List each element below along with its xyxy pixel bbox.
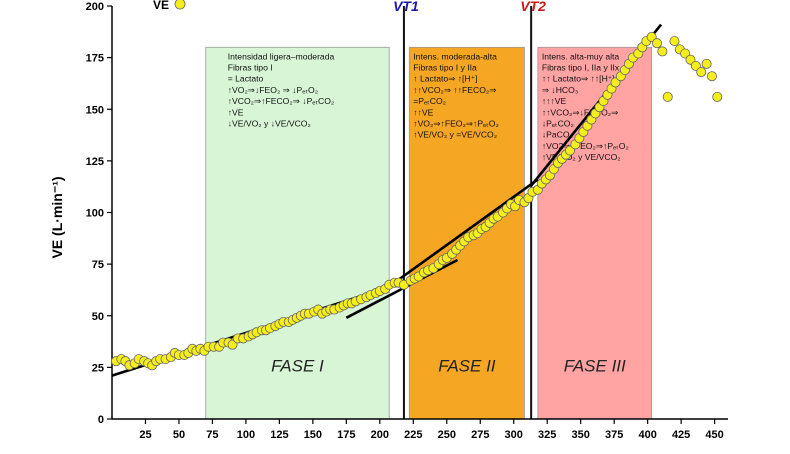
phase-note: ↑VCO₂⇒↑FECO₂⇒ ↓PₑₜCO₂: [228, 96, 335, 106]
ve-point: [657, 46, 668, 57]
phase-note: Intens. alta-muy alta: [542, 51, 620, 61]
phase-region-1: [205, 46, 390, 420]
x-tick-label: 100: [237, 429, 255, 441]
phase-note: Fibras tipo I: [228, 63, 273, 73]
ve-point: [706, 71, 717, 82]
x-tick-label: 300: [505, 429, 523, 441]
y-tick-label: 75: [92, 259, 104, 271]
y-tick-label: 175: [86, 53, 104, 65]
y-tick-label: 125: [86, 156, 104, 168]
phase-note: ↑VE/VO₂ y VE/VCO₂: [542, 152, 621, 162]
phase-note: ⇒ ↓HCO₃: [542, 85, 579, 95]
x-tick-label: 200: [371, 429, 389, 441]
phase-note: = Lactato: [228, 74, 264, 84]
phase-note: ↑VO2⇒↑FEO₂⇒↑PₑₜO₂: [542, 141, 629, 151]
phase-note: Intens. moderada-alta: [413, 51, 497, 61]
phase-note: ↑↑↑VE: [542, 96, 567, 106]
x-tick-label: 75: [206, 429, 218, 441]
x-tick-label: 175: [337, 429, 355, 441]
legend-label: VE: [153, 0, 169, 12]
phase-note: Fibras tipo I y IIa: [413, 63, 477, 73]
ve-point: [701, 58, 712, 69]
axes: 0 25 50 75 100 125 150 175 200 25 50 75 100 125 150 175…: [49, 1, 728, 441]
y-tick-label: 0: [98, 414, 104, 426]
y-tick-label: 25: [92, 362, 104, 374]
phase-note: ↑VE: [228, 107, 244, 117]
threshold-markers: VT1 VT2: [393, 0, 546, 419]
phase-note: Intensidad ligera–moderada: [228, 51, 335, 61]
phase-note: ↑↑VCO₂⇒↓FECO₂⇒: [542, 107, 619, 117]
x-tick-label: 250: [438, 429, 456, 441]
legend-marker: [174, 0, 186, 10]
phase-note: ↑ Lactato⇒ ↑[H⁺]: [413, 74, 477, 84]
phase-note: ↑VO₂⇒↓FEO₂ ⇒ ↓PₑₜO₂: [228, 85, 318, 95]
y-tick-label: 150: [86, 104, 104, 116]
ve-point: [652, 38, 663, 49]
ve-point: [662, 91, 673, 102]
x-tick-label: 425: [672, 429, 690, 441]
ve-point: [712, 91, 723, 102]
y-tick-label: 100: [86, 208, 104, 220]
phase-note: ↓PaCO₂: [542, 130, 573, 140]
phase-note: Fibras tipo I, IIa y IIx: [542, 63, 620, 73]
phase-note: ↑VE/VO₂ y =VE/VCO₂: [413, 130, 497, 140]
ve-point: [669, 36, 680, 47]
x-tick-label: 325: [538, 429, 556, 441]
legend: VE: [153, 0, 186, 12]
ve-point: [696, 67, 707, 78]
x-tick-label: 350: [572, 429, 590, 441]
phase-note: ↑VO₂⇒↑FEO₂⇒↑PₑₜO₂: [413, 119, 499, 129]
x-tick-label: 50: [173, 429, 185, 441]
x-tick-label: 150: [304, 429, 322, 441]
x-tick-label: 450: [705, 429, 723, 441]
ve-data-points: [111, 31, 723, 371]
phase-label: FASE I: [271, 357, 324, 376]
phase-note: ↑↑VCO₂⇒ ↑↑FECO₂⇒: [413, 85, 497, 95]
threshold-label-vt2: VT2: [520, 0, 546, 14]
phase-note: ↓PₑₜCO₂: [542, 119, 574, 129]
phase-note: ↑↑VE: [413, 107, 433, 117]
phase-note: ↑↑ Lactato⇒ ↑↑[H⁺]: [542, 74, 615, 84]
y-axis-title: VE (L·min⁻¹): [49, 176, 65, 258]
x-tick-label: 400: [638, 429, 656, 441]
x-tick-label: 375: [605, 429, 623, 441]
x-tick-label: 125: [270, 429, 288, 441]
phase-note: ↓VE/VO₂ y ↓VE/VCO₂: [228, 119, 311, 129]
x-tick-label: 275: [471, 429, 489, 441]
x-tick-label: 25: [139, 429, 151, 441]
threshold-label-vt1: VT1: [393, 0, 419, 14]
y-tick-label: 50: [92, 311, 104, 323]
x-tick-label: 225: [404, 429, 422, 441]
trend-line-3: [376, 178, 539, 297]
y-tick-label: 200: [86, 1, 104, 13]
phase-label: FASE II: [438, 357, 496, 376]
phase-label: FASE III: [564, 357, 626, 376]
phase-note: =PₑₜCO₂: [413, 96, 446, 106]
